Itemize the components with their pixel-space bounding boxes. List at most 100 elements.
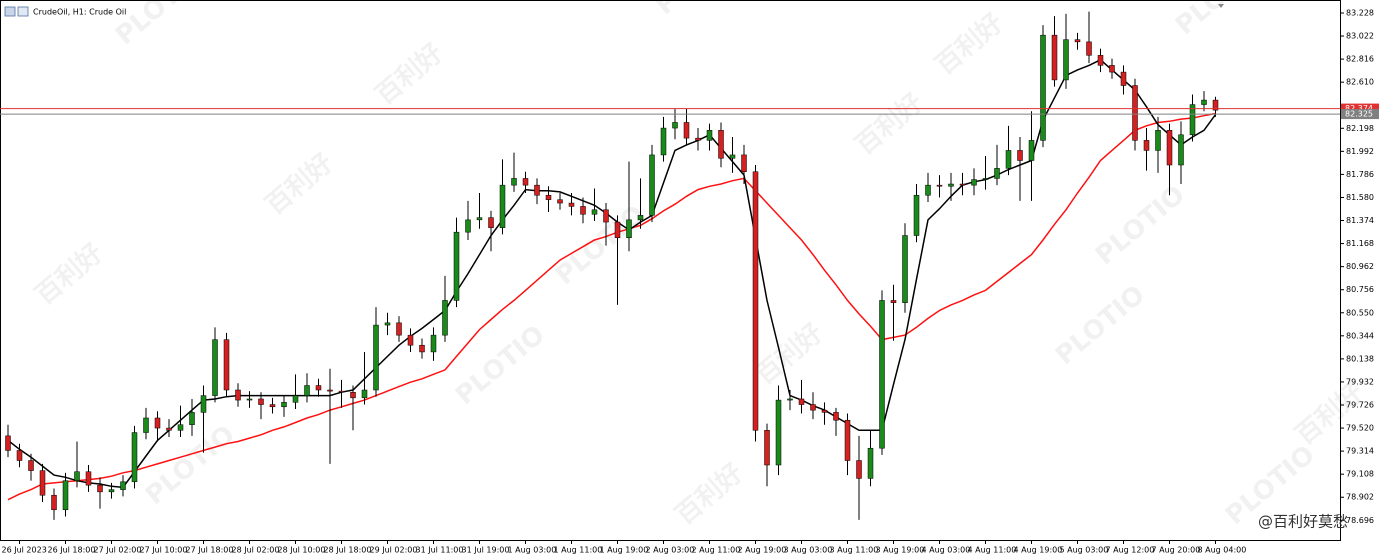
candle-body [948, 183, 954, 187]
candle-body [603, 209, 609, 223]
x-tick-label: 1 Aug 11:00 [554, 546, 603, 555]
y-tick-label: 79.726 [1346, 401, 1374, 410]
candle-body [833, 412, 839, 421]
candle-body [1201, 99, 1207, 105]
candle-body [959, 183, 966, 186]
x-tick-label: 5 Aug 03:00 [1060, 546, 1109, 555]
x-tick-label: 7 Aug 20:00 [1152, 546, 1201, 555]
candle-body [200, 395, 207, 413]
candle-body [1143, 140, 1150, 151]
candle-body [396, 322, 402, 336]
candle-body [568, 202, 575, 207]
candle-body [1086, 41, 1092, 56]
shift-marker [1218, 4, 1224, 8]
candle-body [373, 324, 379, 391]
candle-body [810, 404, 816, 411]
candle-body [1109, 65, 1115, 73]
candle-body [534, 184, 540, 196]
plot [5, 11, 1219, 520]
candle-body [166, 427, 172, 431]
candle-body [637, 215, 644, 221]
candle-body [821, 409, 828, 413]
y-tick-label: 79.314 [1346, 447, 1374, 456]
candle-body [235, 389, 241, 401]
price-label: 82.374 [1345, 104, 1373, 113]
candle-body [994, 168, 1000, 179]
candle-body [1132, 85, 1138, 141]
candle-body [511, 178, 517, 186]
y-tick-label: 81.786 [1346, 170, 1374, 179]
candle-body [1178, 134, 1184, 166]
x-tick-label: 3 Aug 19:00 [876, 546, 925, 555]
y-tick-label: 81.580 [1346, 193, 1374, 202]
candle-body [5, 435, 11, 451]
x-tick-label: 4 Aug 11:00 [968, 546, 1017, 555]
moving-average [7, 112, 1216, 501]
price-label-box [1341, 109, 1379, 120]
candle-body [890, 300, 897, 303]
candle-body [925, 184, 931, 196]
candle-body [108, 489, 115, 493]
candle-body [419, 344, 425, 353]
candle-body [913, 194, 920, 236]
candle-body [982, 178, 989, 180]
candle-body [430, 334, 437, 353]
y-tick-label: 81.992 [1346, 147, 1374, 156]
y-tick-label: 78.902 [1346, 493, 1374, 502]
candle-body [269, 404, 276, 408]
candle-body [614, 221, 621, 239]
candle-body [672, 122, 678, 129]
candle-body [28, 460, 34, 471]
candle-body [902, 235, 908, 303]
x-tick-label: 2 Aug 11:00 [692, 546, 741, 555]
chart-icon [4, 6, 16, 17]
candle-body [384, 322, 391, 326]
x-tick-label: 26 Jul 18:00 [48, 546, 96, 555]
price-label-box [1341, 103, 1379, 114]
x-tick-label: 7 Aug 12:00 [1106, 546, 1155, 555]
candle-body [327, 389, 333, 392]
x-tick-label: 4 Aug 19:00 [1014, 546, 1063, 555]
x-tick-label: 1 Aug 19:00 [600, 546, 649, 555]
candle-body [1212, 99, 1219, 111]
candle-body [1040, 34, 1046, 141]
candle-body [212, 339, 218, 396]
candle-body [718, 130, 724, 159]
candle-body [936, 184, 943, 187]
candle-body [775, 399, 782, 466]
candle-body [223, 339, 230, 391]
y-tick-label: 79.520 [1346, 424, 1374, 433]
candle-body [695, 137, 701, 141]
x-tick-label: 26 Jul 2023 [2, 546, 47, 555]
x-tick-label: 3 Aug 03:00 [784, 546, 833, 555]
candle-body [350, 391, 356, 399]
y-tick-label: 81.168 [1346, 239, 1374, 248]
candle-body [258, 398, 264, 405]
x-tick-label: 28 Jul 02:00 [232, 546, 280, 555]
candle-body [407, 334, 414, 346]
candle-body [522, 178, 529, 186]
y-tick-label: 81.374 [1346, 216, 1374, 225]
y-tick-label: 83.228 [1346, 8, 1374, 17]
candle-body [97, 484, 103, 493]
candle-body [39, 470, 46, 496]
candle-body [74, 471, 80, 481]
x-tick-label: 27 Jul 02:00 [94, 546, 142, 555]
candle-body [120, 481, 126, 490]
candle-body [442, 300, 448, 336]
candle-body [1189, 104, 1196, 136]
y-tick-label: 82.816 [1346, 55, 1374, 64]
candle-body [499, 184, 506, 228]
candle-body [1155, 130, 1161, 151]
y-tick-label: 82.198 [1346, 124, 1374, 133]
candle-body [787, 398, 793, 401]
candle-body [1005, 150, 1012, 169]
x-tick-label: 27 Jul 18:00 [186, 546, 234, 555]
plot-frame [0, 0, 1341, 541]
candle-body [764, 430, 770, 466]
y-tick-label: 80.344 [1346, 331, 1374, 340]
candle-body [1028, 140, 1035, 161]
x-tick-label: 1 Aug 03:00 [508, 546, 557, 555]
x-tick-label: 2 Aug 19:00 [738, 546, 787, 555]
